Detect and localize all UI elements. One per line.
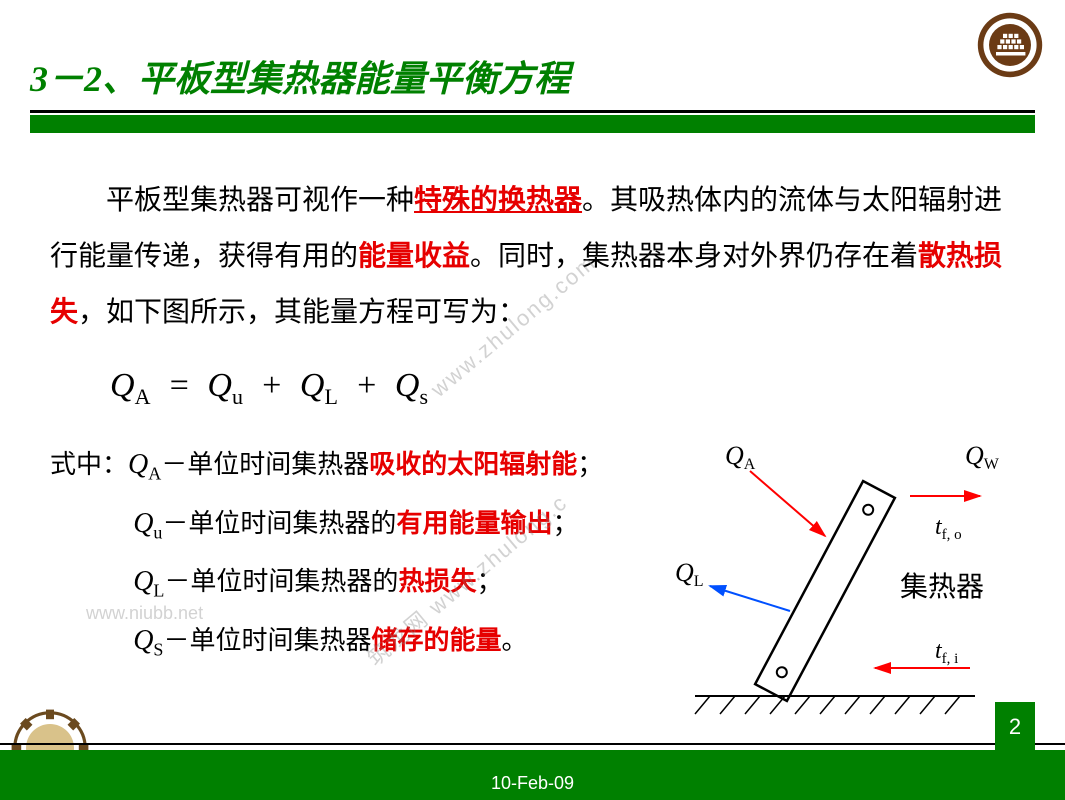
svg-text:QW: QW	[965, 441, 1000, 473]
content-area: www.zhulong.com 筑龙网 www.zhulong.c 平板型集热器…	[0, 143, 1065, 736]
legend-item-qu: Qu －单位时间集热器的有用能量输出；	[50, 495, 625, 554]
title-bar	[30, 115, 1035, 133]
slide-title: 3－2、平板型集热器能量平衡方程	[30, 50, 1035, 102]
legend-item-ql: QL －单位时间集热器的热损失；	[50, 553, 625, 612]
footer-divider	[0, 743, 1065, 745]
legend-item-qa: 式中： QA －单位时间集热器吸收的太阳辐射能；	[50, 436, 625, 495]
svg-text:QL: QL	[675, 558, 704, 590]
title-divider	[30, 110, 1035, 113]
svg-text:tf, o: tf, o	[935, 514, 962, 543]
university-logo-tr	[975, 10, 1045, 80]
slide: 3－2、平板型集热器能量平衡方程 www.zhulong.com 筑龙网 www…	[0, 0, 1065, 800]
legend-area: 式中： QA －单位时间集热器吸收的太阳辐射能； Qu －单位时间集热器的有用能…	[50, 436, 1015, 736]
svg-text:集热器: 集热器	[900, 571, 984, 603]
footer: 10-Feb-09 2	[0, 745, 1065, 800]
legend-item-qs: QS －单位时间集热器储存的能量。	[50, 612, 625, 671]
collector-diagram: QA QW QL tf, o tf, i 集热器	[635, 436, 1015, 736]
title-area: 3－2、平板型集热器能量平衡方程	[0, 0, 1065, 143]
page-number: 2	[995, 702, 1035, 752]
intro-paragraph: 平板型集热器可视作一种特殊的换热器。其吸热体内的流体与太阳辐射进行能量传递，获得…	[50, 173, 1015, 341]
energy-equation: QA = Qu + QL + Qs	[110, 367, 1015, 410]
svg-text:QA: QA	[725, 441, 756, 473]
legend-list: 式中： QA －单位时间集热器吸收的太阳辐射能； Qu －单位时间集热器的有用能…	[50, 436, 625, 633]
svg-text:tf, i: tf, i	[935, 638, 958, 667]
footer-date: 10-Feb-09	[491, 773, 574, 794]
